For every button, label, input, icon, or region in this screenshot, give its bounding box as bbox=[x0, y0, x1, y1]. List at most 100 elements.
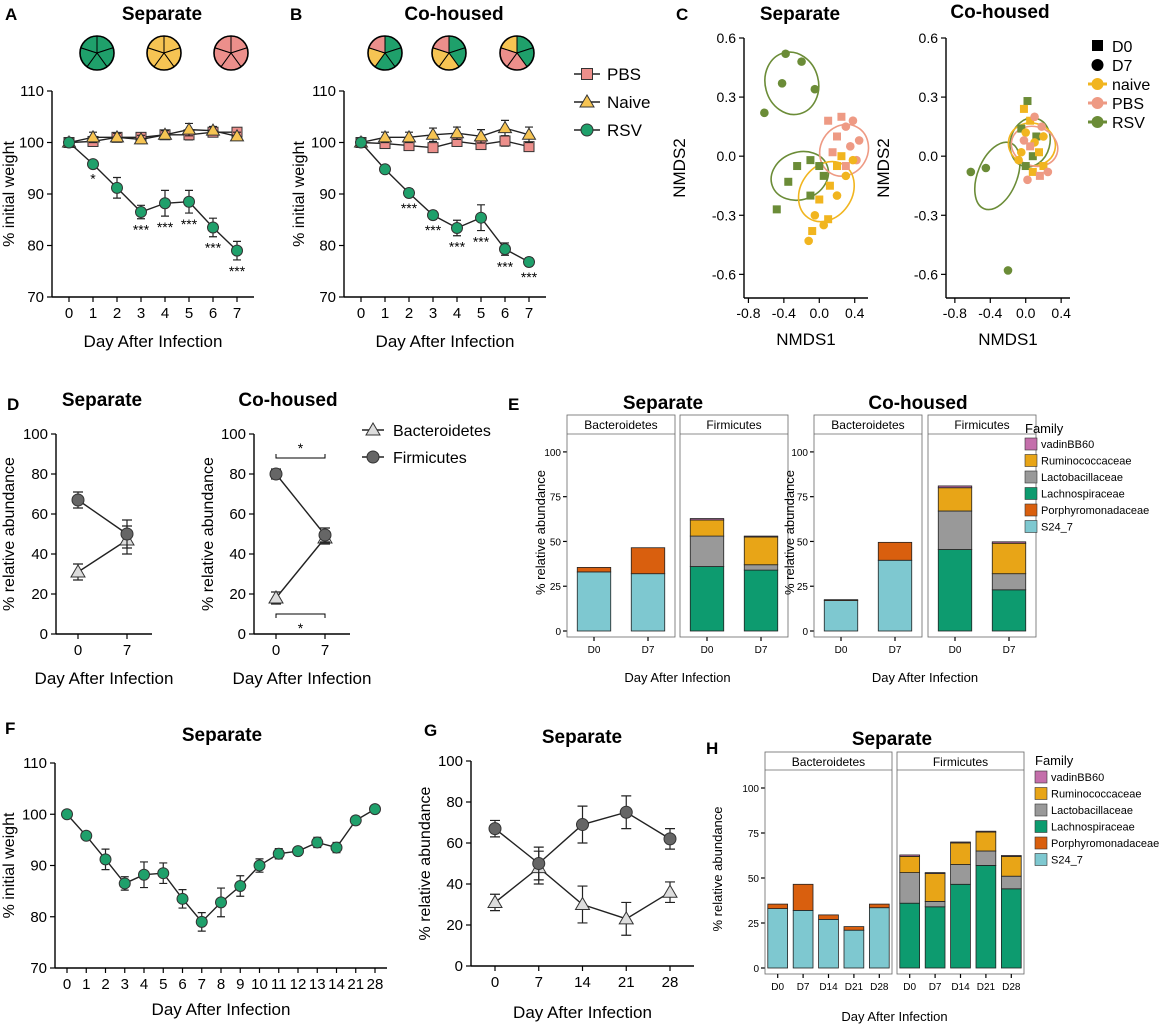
panel-f-point-rsv bbox=[195, 915, 208, 928]
panel-d-right-y-tick-label: 40 bbox=[229, 546, 246, 563]
panel-e-left-bar-segment-lachnospiraceae bbox=[743, 569, 779, 632]
family-e-legend-swatch bbox=[1024, 454, 1038, 467]
panel-d-left-y-tick-label: 0 bbox=[40, 626, 48, 643]
family-e-legend-label: vadinBB60 bbox=[1041, 439, 1094, 451]
panel-c-right-x-axis-label: NMDS1 bbox=[978, 330, 1038, 349]
panel-b-point-rsv bbox=[427, 209, 439, 222]
panel-c-right-point-naive bbox=[1019, 104, 1028, 113]
panel-e-right-bar-segment-ruminococcaceae bbox=[937, 487, 973, 512]
panel-c-right-point-rsv bbox=[1023, 97, 1032, 106]
panel-b-significance: *** bbox=[521, 269, 538, 285]
panel-a-cage-pie bbox=[213, 35, 249, 71]
panel-e-left-bar-segment-porphyromonadaceae bbox=[630, 547, 666, 575]
panel-d-right-point-firmicutes bbox=[318, 528, 332, 542]
panel-e-right-bar-segment-vadinbb60 bbox=[991, 541, 1027, 544]
panel-a-x-tick-label: 4 bbox=[161, 305, 169, 322]
panel-f-point-rsv bbox=[234, 880, 247, 892]
panel-h-facet-label: Firmicutes bbox=[933, 755, 988, 769]
nmds-legend-label: D7 bbox=[1112, 58, 1133, 75]
panel-h-bar-segment-lactobacillaceae bbox=[899, 872, 921, 904]
panel-h-x-tick-label: D7 bbox=[929, 982, 942, 993]
panel-c-right-point-rsv bbox=[966, 167, 976, 177]
panel-c-right-x-tick-label: 0.4 bbox=[1051, 305, 1071, 321]
panel-c-left-y-tick-label: 0.0 bbox=[717, 148, 737, 164]
panel-b-significance: *** bbox=[449, 239, 466, 255]
panel-h-bar-segment-porphyromonadaceae bbox=[792, 883, 814, 911]
panel-c-right-point-naive bbox=[1016, 147, 1026, 157]
panel-b-point-naive bbox=[401, 129, 417, 143]
panel-h-y-tick-label: 25 bbox=[748, 919, 760, 930]
panel-b-significance: *** bbox=[473, 234, 490, 250]
panel-a-x-tick-label: 6 bbox=[209, 305, 217, 322]
panel-d-left-y-tick-label: 40 bbox=[31, 546, 48, 563]
family-h-legend-swatch bbox=[1034, 836, 1048, 850]
nmds-legend-marker bbox=[1091, 78, 1104, 90]
family-h-legend-label: Porphyromonadaceae bbox=[1051, 838, 1159, 850]
panel-c-right-point-pbs bbox=[1030, 112, 1039, 122]
panel-h-bar-segment-porphyromonadaceae bbox=[818, 914, 839, 920]
panel-c-left-point-naive bbox=[837, 152, 846, 161]
panel-d-left-series-line-firmicutes bbox=[77, 499, 128, 535]
panel-c-left-point-naive bbox=[808, 227, 817, 236]
panel-d-left-series-line-bacteroidetes bbox=[77, 539, 128, 573]
panel-f-point-rsv bbox=[215, 896, 227, 909]
panel-c-right-ellipse-rsv bbox=[973, 141, 1021, 211]
family-h-legend-label: Lachnospiraceae bbox=[1051, 822, 1135, 834]
panel-b-title: Co-housed bbox=[404, 4, 503, 25]
panel-b-x-tick-label: 3 bbox=[429, 305, 437, 322]
panel-d-right-y-tick-label: 0 bbox=[238, 626, 246, 643]
panel-f-point-rsv bbox=[311, 836, 324, 849]
panel-f-point-rsv bbox=[349, 814, 362, 827]
panel-e-right-bar-segment-lactobacillaceae bbox=[937, 510, 973, 550]
panel-f-y-tick-label: 70 bbox=[30, 960, 47, 977]
panel-e-right-x-tick-label: D7 bbox=[889, 645, 902, 656]
panel-d-left-point-firmicutes bbox=[71, 493, 85, 507]
weight-legend-label: RSV bbox=[607, 121, 643, 140]
panel-d-right-point-firmicutes bbox=[269, 467, 283, 481]
panel-letter-e: E bbox=[508, 395, 519, 414]
panel-g-y-axis-label: % relative abundance bbox=[417, 786, 434, 940]
panel-g-point-bacteroidetes bbox=[574, 896, 591, 910]
panel-e-left-x-tick-label: D7 bbox=[755, 645, 768, 656]
panel-e-right-facet-label: Bacteroidetes bbox=[831, 418, 904, 432]
panel-e-left-y-tick-label: 50 bbox=[550, 537, 562, 548]
panel-h-bar-segment-lachnospiraceae bbox=[975, 865, 997, 969]
phylum-legend-marker bbox=[365, 422, 381, 436]
panel-d-left-x-tick-label: 0 bbox=[74, 642, 82, 659]
panel-letter-f: F bbox=[5, 719, 15, 738]
panel-e-right-bar-segment-lachnospiraceae bbox=[991, 589, 1027, 632]
panel-h-bar-segment-ruminococcaceae bbox=[924, 873, 946, 902]
panel-c-left-x-tick-label: 0.0 bbox=[810, 305, 830, 321]
panel-a-cage-pie bbox=[146, 35, 182, 71]
panel-a-cage-pie bbox=[79, 35, 115, 71]
panel-c-left-point-rsv bbox=[793, 162, 802, 171]
panel-c-left-y-tick-label: -0.3 bbox=[712, 207, 736, 223]
panel-h-bar-segment-s24-7 bbox=[868, 907, 890, 969]
panel-h-bar-segment-ruminococcaceae bbox=[1000, 856, 1022, 877]
panel-f-y-tick-label: 80 bbox=[30, 909, 47, 926]
panel-e-left-y-tick-label: 100 bbox=[544, 448, 561, 459]
panel-e-right-bar-segment-lachnospiraceae bbox=[937, 549, 973, 632]
panel-a-pie-outline bbox=[213, 35, 249, 71]
panel-d-title-left: Separate bbox=[62, 390, 142, 411]
nmds-legend-label: PBS bbox=[1112, 96, 1144, 113]
family-e-legend-swatch bbox=[1024, 487, 1038, 500]
panel-e-left-bar-segment-vadinbb60 bbox=[689, 518, 725, 521]
panel-b-point-rsv bbox=[379, 163, 391, 176]
panel-a-y-tick-label: 70 bbox=[27, 289, 44, 306]
family-e-legend-swatch bbox=[1024, 437, 1038, 451]
panel-c-right-point-rsv bbox=[1021, 162, 1030, 171]
panel-c-left-x-tick-label: -0.4 bbox=[772, 305, 796, 321]
weight-legend-label: Naive bbox=[607, 93, 650, 112]
panel-c-left-point-pbs bbox=[828, 148, 837, 157]
panel-b-significance: *** bbox=[425, 222, 442, 238]
panel-a-y-axis-label: % initial weight bbox=[1, 141, 18, 247]
panel-c-left-ellipse-pbs bbox=[818, 123, 870, 177]
panel-a-pie-outline bbox=[146, 35, 182, 71]
panel-h-bar-segment-lactobacillaceae bbox=[950, 864, 971, 885]
panel-b-point-naive bbox=[449, 125, 465, 139]
panel-c-right-point-pbs bbox=[1019, 136, 1029, 145]
panel-e-right-bar-segment-s24-7 bbox=[823, 600, 859, 632]
panel-a-significance: *** bbox=[133, 222, 150, 238]
